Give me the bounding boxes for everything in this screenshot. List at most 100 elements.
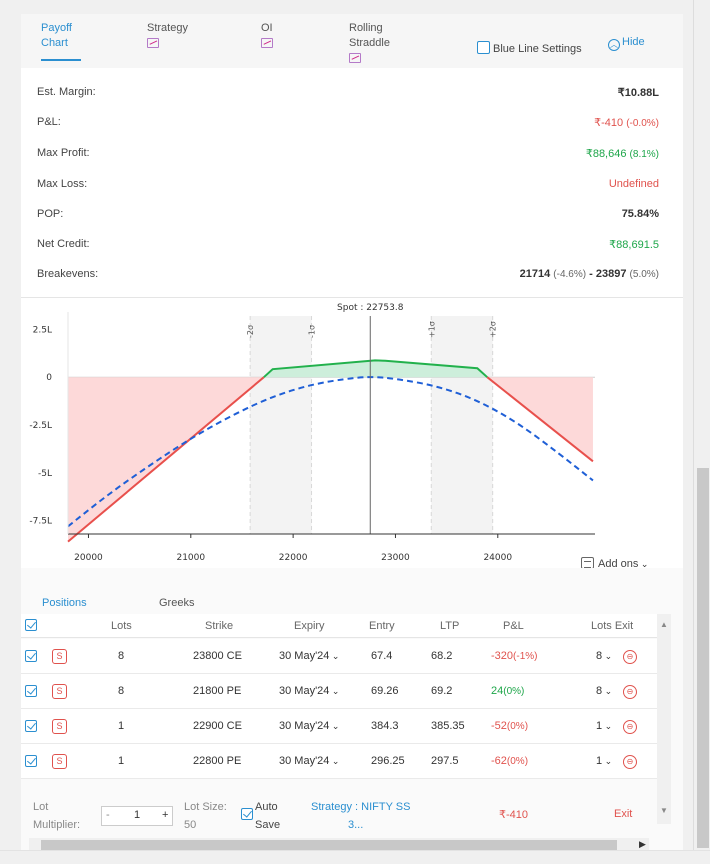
expiry-loss-line-right bbox=[486, 376, 594, 463]
cell-lots: 8 bbox=[118, 650, 125, 662]
page-scrollbar-thumb[interactable] bbox=[697, 468, 709, 848]
exit-lots-select[interactable]: 1 ⌄ bbox=[596, 755, 612, 767]
tab-payoff-label-2: Chart bbox=[41, 37, 68, 49]
cell-exit-lots: 8 bbox=[596, 650, 603, 662]
pnl-value: 24 bbox=[491, 685, 504, 697]
sigma-band-lower bbox=[250, 316, 312, 534]
header-ltp: LTP bbox=[440, 620, 460, 632]
cell-ltp: 297.5 bbox=[431, 755, 459, 767]
breakeven-low-pct: (-4.6%) bbox=[553, 269, 587, 280]
exit-row-icon[interactable]: ⊖ bbox=[623, 720, 637, 734]
add-ons-label: Add ons bbox=[598, 558, 639, 570]
scroll-up-icon[interactable]: ▲ bbox=[660, 620, 668, 629]
chart-icon bbox=[349, 53, 361, 63]
tab-rolling-straddle[interactable]: Rolling Straddle bbox=[349, 21, 390, 68]
strategy-name-2: 3... bbox=[348, 819, 364, 831]
scrollbar-thumb[interactable] bbox=[41, 840, 617, 850]
exit-row-icon[interactable]: ⊖ bbox=[623, 755, 637, 769]
sell-badge: S bbox=[52, 684, 67, 699]
blue-line-settings-label[interactable]: Blue Line Settings bbox=[493, 43, 582, 55]
tab-greeks-label: Greeks bbox=[159, 597, 195, 609]
strategy-name-link[interactable]: Strategy : NIFTY SS 3... bbox=[311, 798, 410, 834]
cell-expiry: 30 May'24 bbox=[279, 720, 330, 732]
payoff-chart[interactable]: -2σ -1σ +1σ +2σ Spot : 22753.8 20000 21000 2200… bbox=[21, 298, 683, 568]
select-all-checkbox[interactable] bbox=[25, 619, 37, 631]
cell-exit-lots: 8 bbox=[596, 685, 603, 697]
chevron-down-icon: ⌄ bbox=[602, 721, 613, 731]
stat-value: ₹10.88L bbox=[617, 87, 659, 99]
exit-row-icon[interactable]: ⊖ bbox=[623, 685, 637, 699]
expiry-select[interactable]: 30 May'24 ⌄ bbox=[279, 685, 339, 697]
sigma-label: -2σ bbox=[246, 325, 255, 338]
cell-strike: 23800 CE bbox=[193, 650, 242, 662]
pnl-pct: (-0.0%) bbox=[626, 118, 659, 129]
exit-lots-select[interactable]: 8 ⌄ bbox=[596, 685, 612, 697]
stepper-minus[interactable]: - bbox=[106, 809, 110, 821]
row-checkbox[interactable] bbox=[25, 685, 37, 697]
table-row: S 8 23800 CE 30 May'24 ⌄ 67.4 68.2 -320(-1%) 8 … bbox=[21, 639, 657, 674]
cell-pnl: -52(0%) bbox=[491, 720, 528, 732]
exit-lots-select[interactable]: 1 ⌄ bbox=[596, 720, 612, 732]
auto-save-label-1: Auto bbox=[255, 801, 278, 813]
exit-lots-select[interactable]: 8 ⌄ bbox=[596, 650, 612, 662]
pnl-value: -52 bbox=[491, 720, 507, 732]
stat-value: ₹88,646 (8.1%) bbox=[586, 147, 659, 160]
chevron-up-circle-icon: ︿ bbox=[608, 39, 620, 51]
lot-size-value: 50 bbox=[184, 819, 197, 831]
auto-save-checkbox[interactable] bbox=[241, 808, 253, 820]
cell-expiry: 30 May'24 bbox=[279, 685, 330, 697]
page-scrollbar[interactable] bbox=[693, 0, 710, 864]
cell-ltp: 69.2 bbox=[431, 685, 453, 697]
lot-multiplier-stepper[interactable]: - 1 + bbox=[101, 806, 173, 826]
horizontal-scrollbar[interactable]: ▶ bbox=[29, 838, 649, 850]
tab-payoff-label-1: Payoff bbox=[41, 22, 72, 34]
cell-entry: 67.4 bbox=[371, 650, 393, 662]
tab-strategy[interactable]: Strategy bbox=[147, 21, 188, 53]
tab-positions-label: Positions bbox=[42, 597, 87, 609]
chart-icon bbox=[261, 38, 273, 48]
expiry-select[interactable]: 30 May'24 ⌄ bbox=[279, 755, 339, 767]
payoff-chart-area: -2σ -1σ +1σ +2σ Spot : 22753.8 20000 21000 2200… bbox=[21, 298, 683, 570]
tab-oi[interactable]: OI bbox=[261, 21, 273, 53]
tab-oi-label: OI bbox=[261, 22, 273, 34]
exit-row-icon[interactable]: ⊖ bbox=[623, 650, 637, 664]
tab-rolling-label-2: Straddle bbox=[349, 37, 390, 49]
auto-save-label[interactable]: Auto Save bbox=[255, 798, 280, 834]
tab-greeks[interactable]: Greeks bbox=[159, 597, 194, 609]
row-checkbox[interactable] bbox=[25, 720, 37, 732]
cell-lots: 1 bbox=[118, 720, 125, 732]
scroll-down-icon[interactable]: ▼ bbox=[660, 806, 668, 815]
breakeven-high: 23897 bbox=[595, 268, 627, 280]
table-row: S 1 22900 CE 30 May'24 ⌄ 384.3 385.35 -52(0%) 1… bbox=[21, 709, 657, 744]
row-checkbox[interactable] bbox=[25, 755, 37, 767]
sell-badge: S bbox=[52, 649, 67, 664]
exit-all-button[interactable]: Exit bbox=[614, 808, 633, 820]
cell-entry: 384.3 bbox=[371, 720, 399, 732]
chevron-down-icon: ⌄ bbox=[602, 651, 613, 661]
row-checkbox[interactable] bbox=[25, 650, 37, 662]
tab-payoff-chart[interactable]: Payoff Chart bbox=[41, 21, 81, 61]
expiry-select[interactable]: 30 May'24 ⌄ bbox=[279, 650, 339, 662]
scroll-right-icon[interactable]: ▶ bbox=[639, 839, 646, 849]
stat-label: Est. Margin: bbox=[37, 86, 96, 98]
hide-label: Hide bbox=[622, 36, 645, 48]
cell-pnl: -320(-1%) bbox=[491, 650, 537, 662]
x-tick-label: 23000 bbox=[381, 553, 410, 563]
stat-max-profit: Max Profit: ₹88,646 (8.1%) bbox=[37, 147, 659, 167]
blue-line-settings-checkbox[interactable] bbox=[477, 41, 490, 54]
stepper-value[interactable]: 1 bbox=[134, 809, 141, 821]
header-expiry: Expiry bbox=[294, 620, 325, 632]
table-scrollbar[interactable]: ▲ ▼ bbox=[657, 614, 671, 824]
breakeven-sep: - bbox=[589, 268, 593, 280]
y-tick-label: 0 bbox=[46, 373, 52, 383]
pnl-value: -62 bbox=[491, 755, 507, 767]
add-ons-button[interactable]: Add ons ⌄ bbox=[581, 557, 648, 570]
hide-button[interactable]: ︿ Hide bbox=[608, 36, 645, 51]
tab-positions[interactable]: Positions bbox=[38, 597, 104, 616]
chevron-down-icon: ⌄ bbox=[638, 559, 649, 569]
stat-value: 21714 (-4.6%) - 23897 (5.0%) bbox=[520, 268, 659, 280]
expiry-select[interactable]: 30 May'24 ⌄ bbox=[279, 720, 339, 732]
chevron-down-icon: ⌄ bbox=[329, 721, 340, 731]
stat-value: ₹88,691.5 bbox=[609, 239, 659, 251]
stepper-plus[interactable]: + bbox=[162, 809, 169, 821]
